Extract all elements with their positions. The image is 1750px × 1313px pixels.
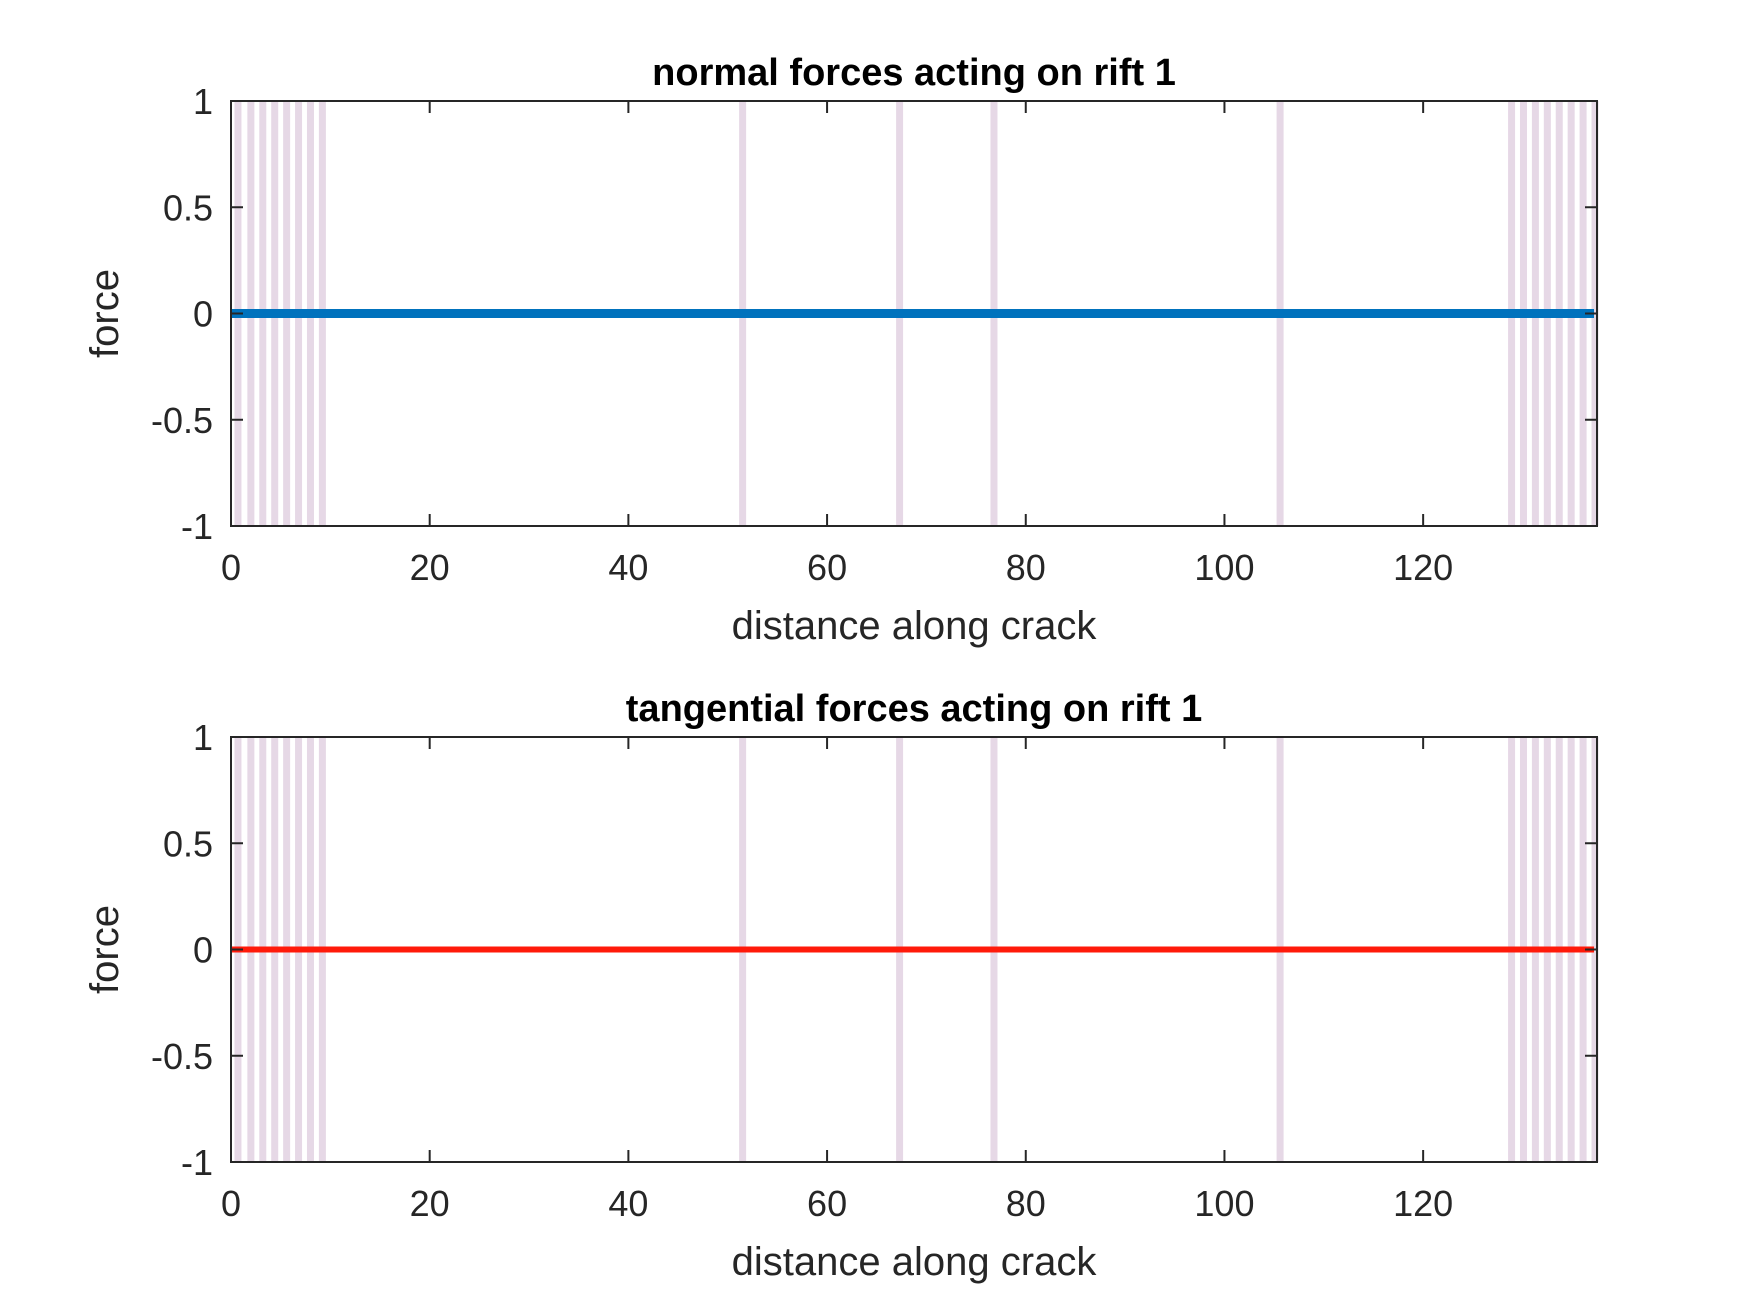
y-tick-label: 1 — [193, 717, 213, 758]
y-tick-label: 0.5 — [163, 187, 213, 228]
chart-title: normal forces acting on rift 1 — [652, 52, 1176, 94]
x-axis-label: distance along crack — [732, 1240, 1098, 1284]
x-tick-label: 120 — [1393, 1183, 1453, 1224]
x-tick-label: 20 — [410, 1183, 450, 1224]
x-tick-label: 40 — [608, 1183, 648, 1224]
x-tick-label: 40 — [608, 547, 648, 588]
chart-title: tangential forces acting on rift 1 — [626, 688, 1202, 730]
y-tick-label: -0.5 — [151, 400, 213, 441]
y-tick-label: -0.5 — [151, 1036, 213, 1077]
x-tick-label: 80 — [1006, 547, 1046, 588]
y-tick-label: 0 — [193, 294, 213, 335]
x-axis-label: distance along crack — [732, 604, 1098, 648]
y-tick-label: 0 — [193, 930, 213, 971]
x-tick-label: 100 — [1194, 547, 1254, 588]
x-tick-label: 120 — [1393, 547, 1453, 588]
x-tick-label: 0 — [221, 1183, 241, 1224]
x-tick-label: 60 — [807, 1183, 847, 1224]
y-tick-label: -1 — [181, 506, 213, 547]
x-tick-label: 20 — [410, 547, 450, 588]
x-tick-label: 0 — [221, 547, 241, 588]
y-axis-label: force — [83, 905, 127, 994]
x-tick-label: 80 — [1006, 1183, 1046, 1224]
chart-0: 0 20 40 60 80 100 120 -1 -0.5 0 0.5 1 normal forces … — [83, 52, 1599, 648]
y-tick-label: 0.5 — [163, 823, 213, 864]
y-axis-label: force — [83, 269, 127, 358]
y-tick-label: 1 — [193, 81, 213, 122]
x-tick-label: 60 — [807, 547, 847, 588]
chart-1: 0 20 40 60 80 100 120 -1 -0.5 0 0.5 1 tangential for… — [83, 688, 1599, 1284]
x-tick-label: 100 — [1194, 1183, 1254, 1224]
y-tick-label: -1 — [181, 1142, 213, 1183]
